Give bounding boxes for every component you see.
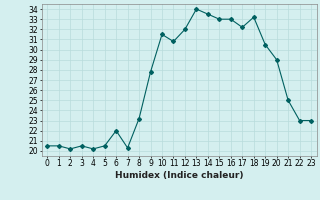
X-axis label: Humidex (Indice chaleur): Humidex (Indice chaleur) <box>115 171 244 180</box>
